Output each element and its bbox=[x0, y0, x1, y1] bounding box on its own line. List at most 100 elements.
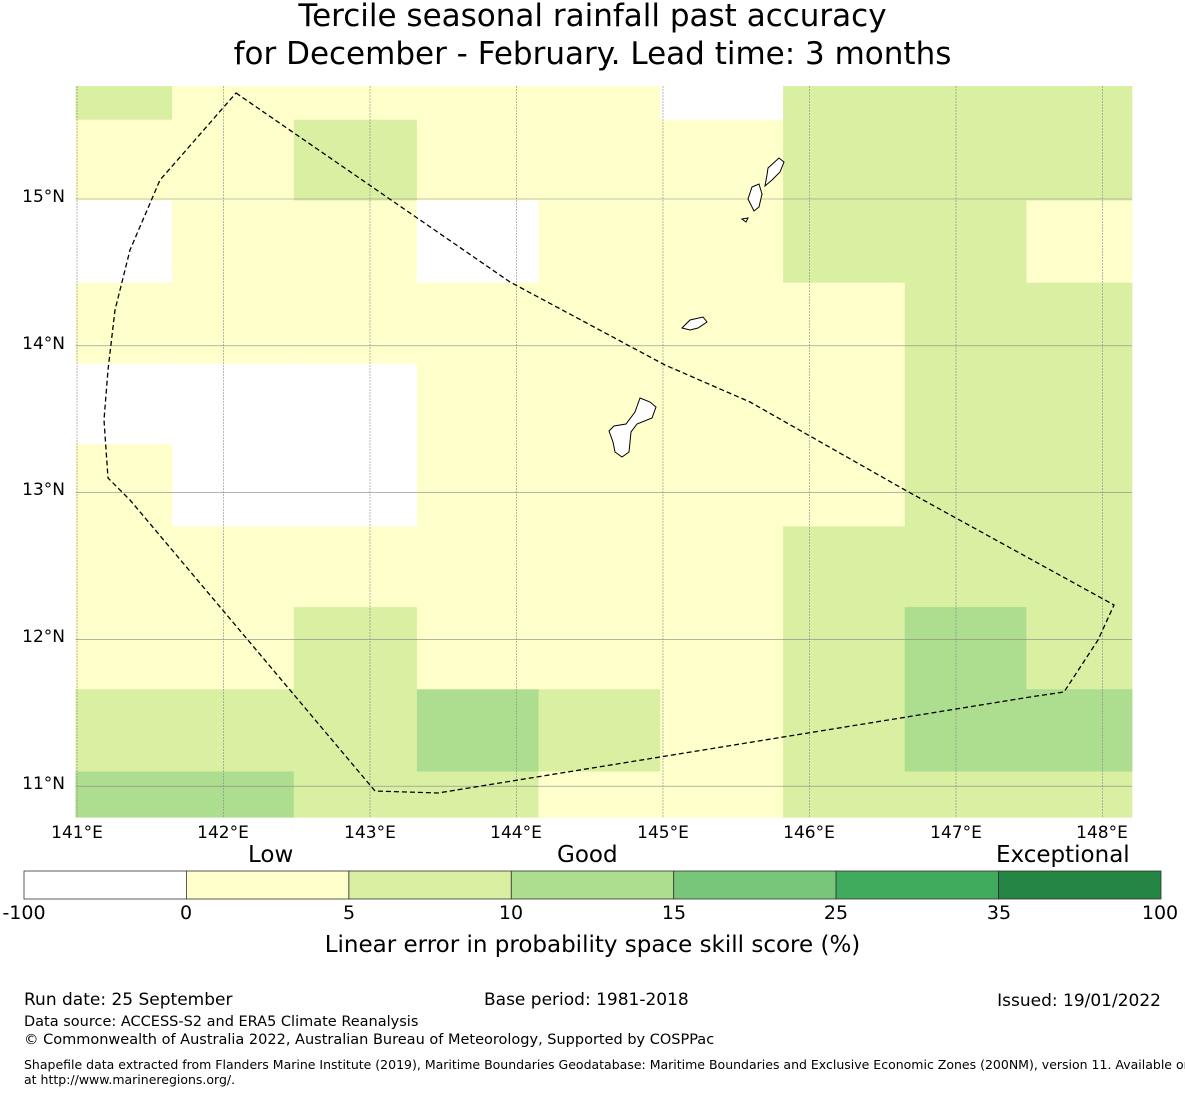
skill-cell bbox=[660, 86, 784, 121]
skill-cell bbox=[293, 282, 418, 364]
category-good: Good bbox=[557, 842, 618, 868]
skill-cell bbox=[416, 771, 540, 818]
skill-grid bbox=[75, 86, 1133, 818]
lat-tick-15: 15°N bbox=[22, 187, 65, 207]
skill-cell bbox=[904, 282, 1027, 364]
island-saipan bbox=[764, 157, 785, 188]
skill-cell bbox=[293, 444, 418, 527]
island-guam bbox=[608, 397, 657, 458]
skill-cell bbox=[293, 526, 418, 608]
skill-cell bbox=[538, 771, 661, 818]
skill-cell bbox=[538, 526, 661, 608]
skill-cell bbox=[783, 444, 906, 527]
skill-cell bbox=[783, 119, 906, 201]
skill-cell bbox=[293, 200, 418, 284]
skill-cell bbox=[904, 119, 1027, 201]
lon-tick-145: 145°E bbox=[637, 823, 689, 843]
skill-cell bbox=[75, 771, 173, 818]
skill-cell bbox=[1026, 363, 1133, 445]
colorbar bbox=[23, 870, 1162, 900]
island-aguijan bbox=[740, 217, 749, 223]
title-line-1: Tercile seasonal rainfall past accuracy bbox=[298, 0, 887, 34]
skill-cell bbox=[172, 363, 295, 445]
skill-cell bbox=[416, 119, 540, 201]
skill-cell bbox=[172, 771, 295, 818]
skill-cell bbox=[172, 86, 295, 121]
skill-cell bbox=[172, 689, 295, 773]
skill-cell bbox=[75, 526, 173, 608]
colorbar-segment bbox=[185, 870, 350, 900]
lon-tick-142: 142°E bbox=[197, 823, 249, 843]
skill-cell bbox=[172, 200, 295, 284]
skill-cell bbox=[1026, 607, 1133, 690]
skill-cell bbox=[783, 607, 906, 690]
skill-cell bbox=[75, 119, 173, 201]
eez-boundary bbox=[103, 92, 1115, 794]
skill-cell bbox=[904, 607, 1027, 690]
skill-cell bbox=[660, 119, 784, 201]
skill-cell bbox=[75, 607, 173, 690]
island-rota bbox=[681, 316, 708, 331]
lon-tick-141: 141°E bbox=[51, 823, 103, 843]
island-tinian bbox=[747, 183, 763, 212]
colorbar-tick: 35 bbox=[986, 902, 1012, 924]
skill-cell bbox=[416, 86, 540, 121]
skill-cell bbox=[1026, 444, 1133, 527]
colorbar-segment bbox=[510, 870, 675, 900]
skill-cell bbox=[293, 771, 418, 818]
skill-cell bbox=[660, 689, 784, 773]
skill-cell bbox=[1026, 689, 1133, 773]
colorbar-tick: 0 bbox=[179, 902, 193, 924]
map-gridlines bbox=[75, 85, 1132, 818]
skill-cell bbox=[172, 119, 295, 201]
colorbar-segment bbox=[673, 870, 837, 900]
skill-cell bbox=[783, 200, 906, 284]
copyright: © Commonwealth of Australia 2022, Austra… bbox=[24, 1032, 715, 1048]
skill-cell bbox=[172, 526, 295, 608]
skill-cell bbox=[172, 444, 295, 527]
skill-cell bbox=[1026, 119, 1133, 201]
skill-cell bbox=[904, 526, 1027, 608]
skill-cell bbox=[783, 689, 906, 773]
skill-cell bbox=[75, 444, 173, 527]
skill-cell bbox=[416, 363, 540, 445]
lat-tick-14: 14°N bbox=[22, 334, 65, 354]
skill-cell bbox=[416, 444, 540, 527]
skill-cell bbox=[293, 689, 418, 773]
skill-cell bbox=[904, 689, 1027, 773]
skill-cell bbox=[75, 689, 173, 773]
lon-tick-144: 144°E bbox=[490, 823, 542, 843]
lon-tick-146: 146°E bbox=[783, 823, 835, 843]
skill-cell bbox=[1026, 282, 1133, 364]
colorbar-tick: 100 bbox=[1141, 902, 1179, 924]
skill-cell bbox=[538, 282, 661, 364]
skill-cell bbox=[783, 86, 906, 121]
skill-cell bbox=[75, 86, 173, 121]
skill-cell bbox=[1026, 86, 1133, 121]
skill-cell bbox=[416, 200, 540, 284]
colorbar-segment bbox=[23, 870, 187, 900]
category-low: Low bbox=[248, 842, 294, 868]
lon-tick-148: 148°E bbox=[1076, 823, 1128, 843]
run-date: Run date: 25 September bbox=[24, 990, 233, 1010]
colorbar-tick: 15 bbox=[661, 902, 687, 924]
skill-cell bbox=[172, 282, 295, 364]
skill-cell bbox=[660, 282, 784, 364]
skill-cell bbox=[783, 363, 906, 445]
skill-cell bbox=[75, 363, 173, 445]
skill-cell bbox=[1026, 771, 1133, 818]
colorbar-label: Linear error in probability space skill … bbox=[324, 932, 861, 958]
title-line-2: for December - February. Lead time: 3 mo… bbox=[233, 36, 952, 72]
base-period: Base period: 1981-2018 bbox=[484, 990, 689, 1010]
skill-cell bbox=[538, 200, 661, 284]
skill-cell bbox=[75, 200, 173, 284]
skill-cell bbox=[75, 282, 173, 364]
skill-cell bbox=[1026, 526, 1133, 608]
colorbar-segment bbox=[998, 870, 1162, 900]
skill-cell bbox=[416, 607, 540, 690]
skill-cell bbox=[660, 607, 784, 690]
skill-cell bbox=[904, 363, 1027, 445]
skill-cell bbox=[904, 200, 1027, 284]
colorbar-tick: -100 bbox=[2, 902, 46, 924]
